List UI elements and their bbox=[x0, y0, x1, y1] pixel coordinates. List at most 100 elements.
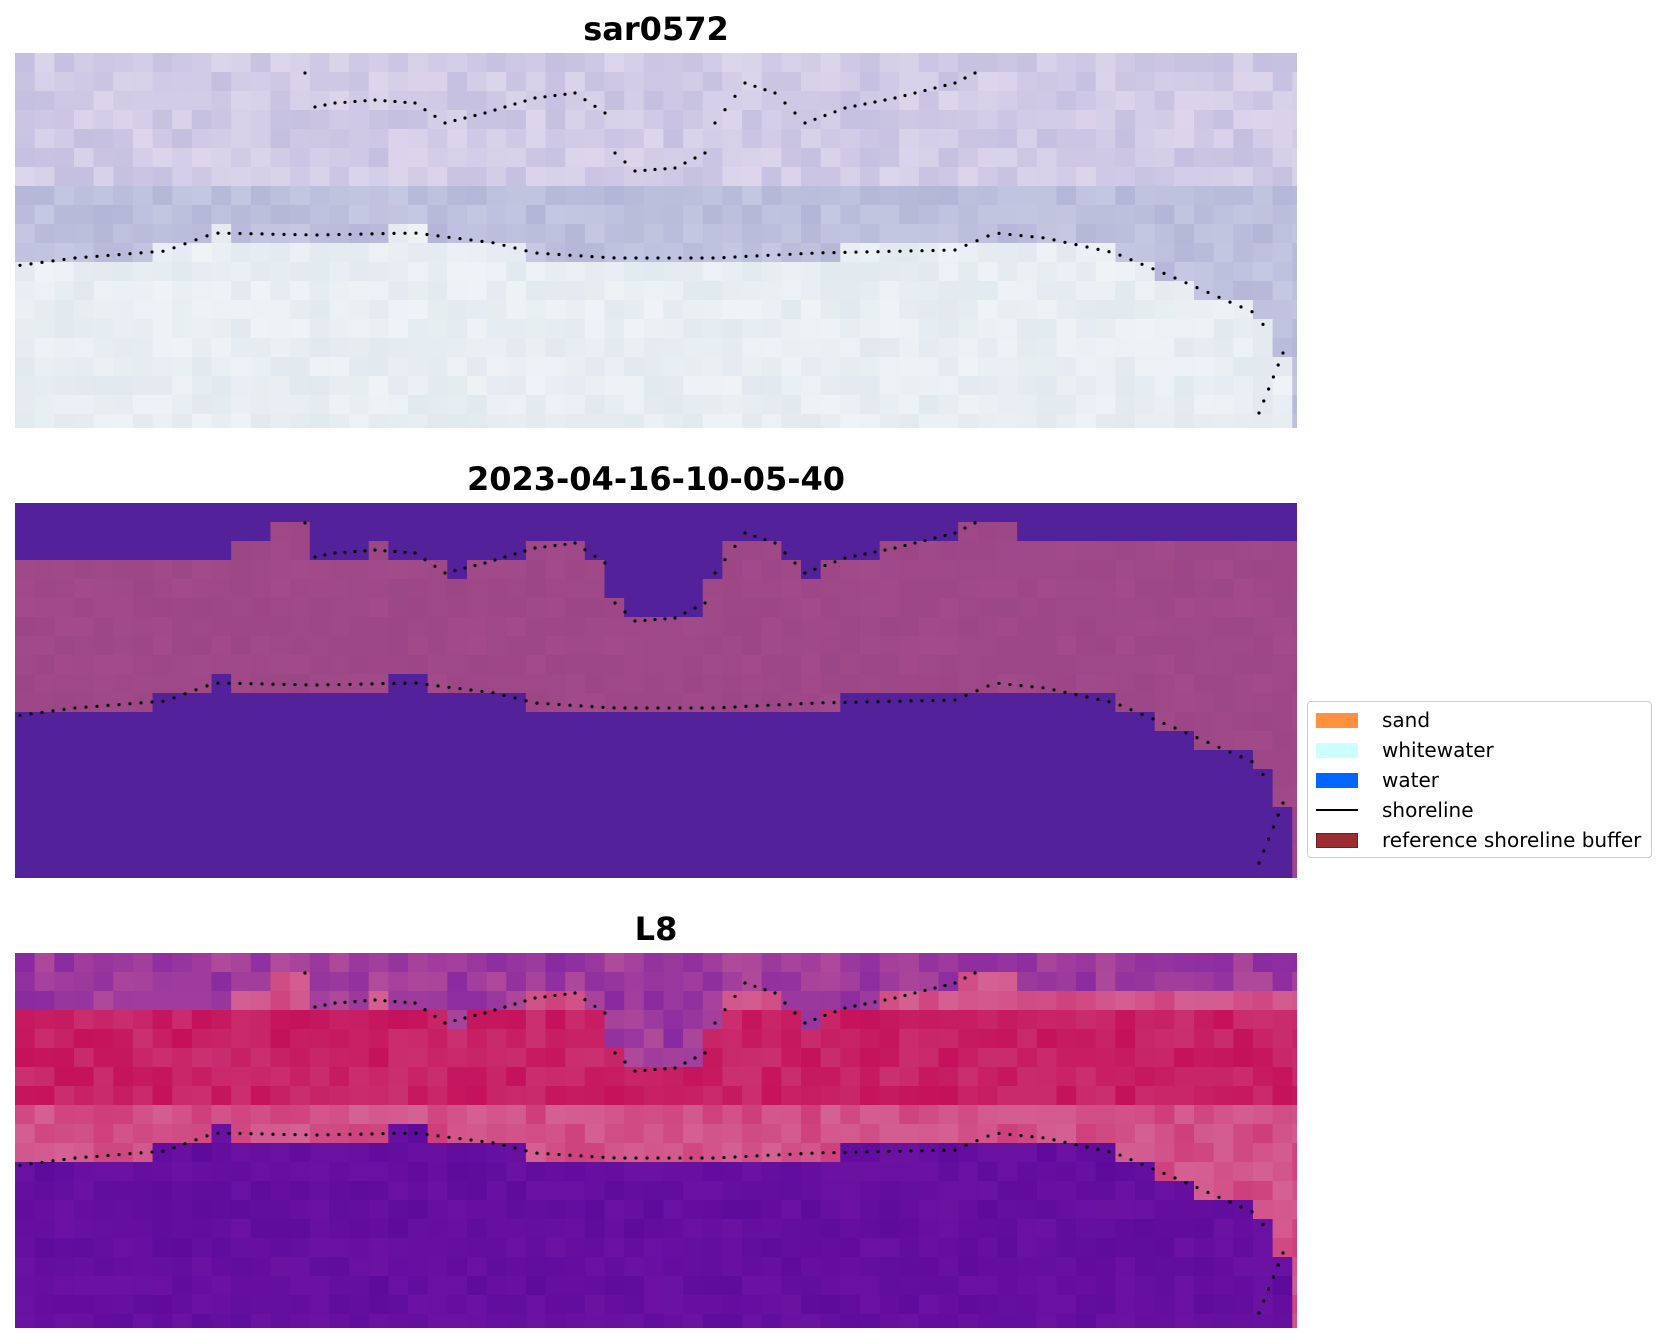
raster-pixel bbox=[781, 167, 802, 187]
raster-pixel bbox=[1076, 1143, 1097, 1163]
raster-pixel bbox=[486, 598, 507, 618]
raster-pixel bbox=[73, 414, 95, 428]
raster-pixel bbox=[722, 1067, 743, 1087]
shoreline-dot bbox=[513, 552, 517, 556]
raster-pixel bbox=[1017, 110, 1038, 130]
raster-pixel bbox=[722, 636, 743, 656]
raster-pixel bbox=[801, 1219, 822, 1239]
raster-pixel bbox=[54, 712, 75, 732]
shoreline-dot bbox=[986, 684, 990, 688]
raster-pixel bbox=[781, 1086, 802, 1106]
raster-pixel bbox=[584, 1238, 606, 1258]
raster-pixel bbox=[663, 395, 684, 415]
raster-pixel bbox=[702, 205, 723, 225]
raster-pixel bbox=[309, 376, 330, 396]
raster-pixel bbox=[329, 53, 350, 73]
index-image-panel bbox=[15, 953, 1297, 1328]
raster-pixel bbox=[15, 300, 36, 320]
raster-pixel bbox=[250, 1238, 272, 1258]
raster-pixel bbox=[742, 522, 763, 542]
raster-pixel bbox=[938, 522, 959, 542]
raster-pixel bbox=[918, 357, 940, 377]
raster-pixel bbox=[1095, 864, 1116, 878]
raster-pixel bbox=[604, 972, 625, 992]
raster-pixel bbox=[1036, 319, 1058, 339]
raster-pixel bbox=[1233, 148, 1254, 168]
raster-pixel bbox=[918, 1143, 940, 1163]
raster-pixel bbox=[486, 972, 507, 992]
raster-pixel bbox=[1233, 560, 1254, 580]
raster-pixel bbox=[506, 376, 527, 396]
raster-pixel bbox=[1233, 769, 1254, 789]
raster-pixel bbox=[820, 300, 841, 320]
raster-pixel bbox=[722, 991, 743, 1011]
shoreline-dot bbox=[656, 1156, 660, 1160]
raster-pixel bbox=[1095, 807, 1116, 827]
raster-pixel bbox=[879, 560, 900, 580]
raster-pixel bbox=[34, 1238, 55, 1258]
raster-pixel bbox=[958, 243, 979, 263]
raster-pixel bbox=[113, 1029, 134, 1049]
raster-pixel bbox=[1056, 110, 1077, 130]
raster-pixel bbox=[1017, 1162, 1038, 1182]
raster-pixel bbox=[663, 541, 684, 561]
shoreline-dot bbox=[723, 558, 727, 562]
raster-pixel bbox=[486, 636, 507, 656]
raster-pixel bbox=[329, 693, 350, 713]
raster-pixel bbox=[938, 991, 959, 1011]
raster-pixel bbox=[584, 1105, 606, 1125]
raster-pixel bbox=[309, 693, 330, 713]
raster-pixel bbox=[1292, 655, 1297, 675]
shoreline-dot bbox=[693, 156, 697, 160]
raster-pixel bbox=[1252, 991, 1274, 1011]
raster-pixel bbox=[1272, 1105, 1293, 1125]
raster-pixel bbox=[466, 991, 488, 1011]
raster-pixel bbox=[859, 243, 881, 263]
raster-pixel bbox=[1292, 1010, 1297, 1030]
raster-pixel bbox=[191, 1143, 213, 1163]
raster-pixel bbox=[486, 205, 507, 225]
raster-pixel bbox=[1135, 953, 1156, 973]
raster-pixel bbox=[781, 788, 802, 808]
raster-pixel bbox=[1213, 598, 1234, 618]
raster-pixel bbox=[309, 1124, 330, 1144]
raster-pixel bbox=[565, 1029, 586, 1049]
raster-pixel bbox=[54, 1181, 75, 1201]
raster-pixel bbox=[290, 1162, 311, 1182]
raster-pixel bbox=[191, 148, 213, 168]
shoreline-dot bbox=[313, 555, 317, 559]
raster-pixel bbox=[1233, 262, 1254, 282]
raster-pixel bbox=[211, 636, 232, 656]
raster-pixel bbox=[329, 503, 350, 523]
shoreline-dot bbox=[975, 239, 979, 243]
raster-pixel bbox=[447, 1257, 468, 1277]
raster-pixel bbox=[231, 598, 252, 618]
raster-pixel bbox=[290, 91, 311, 111]
raster-pixel bbox=[408, 338, 429, 358]
raster-pixel bbox=[1036, 1143, 1058, 1163]
raster-pixel bbox=[368, 503, 389, 523]
raster-pixel bbox=[15, 53, 36, 73]
raster-pixel bbox=[879, 1048, 900, 1068]
raster-pixel bbox=[447, 395, 468, 415]
raster-pixel bbox=[1252, 864, 1274, 878]
raster-pixel bbox=[879, 1276, 900, 1296]
raster-pixel bbox=[34, 262, 55, 282]
raster-pixel bbox=[525, 769, 547, 789]
raster-pixel bbox=[643, 953, 665, 973]
raster-pixel bbox=[1056, 167, 1077, 187]
raster-pixel bbox=[290, 826, 311, 846]
raster-pixel bbox=[722, 281, 743, 301]
raster-pixel bbox=[742, 750, 763, 770]
raster-pixel bbox=[722, 503, 743, 523]
shoreline-dot bbox=[524, 699, 528, 703]
raster-pixel bbox=[1154, 1105, 1175, 1125]
raster-pixel bbox=[329, 357, 350, 377]
raster-pixel bbox=[742, 1162, 763, 1182]
raster-pixel bbox=[1194, 110, 1215, 130]
raster-pixel bbox=[663, 712, 684, 732]
raster-pixel bbox=[1135, 731, 1156, 751]
raster-pixel bbox=[231, 243, 252, 263]
raster-pixel bbox=[290, 807, 311, 827]
raster-pixel bbox=[191, 522, 213, 542]
